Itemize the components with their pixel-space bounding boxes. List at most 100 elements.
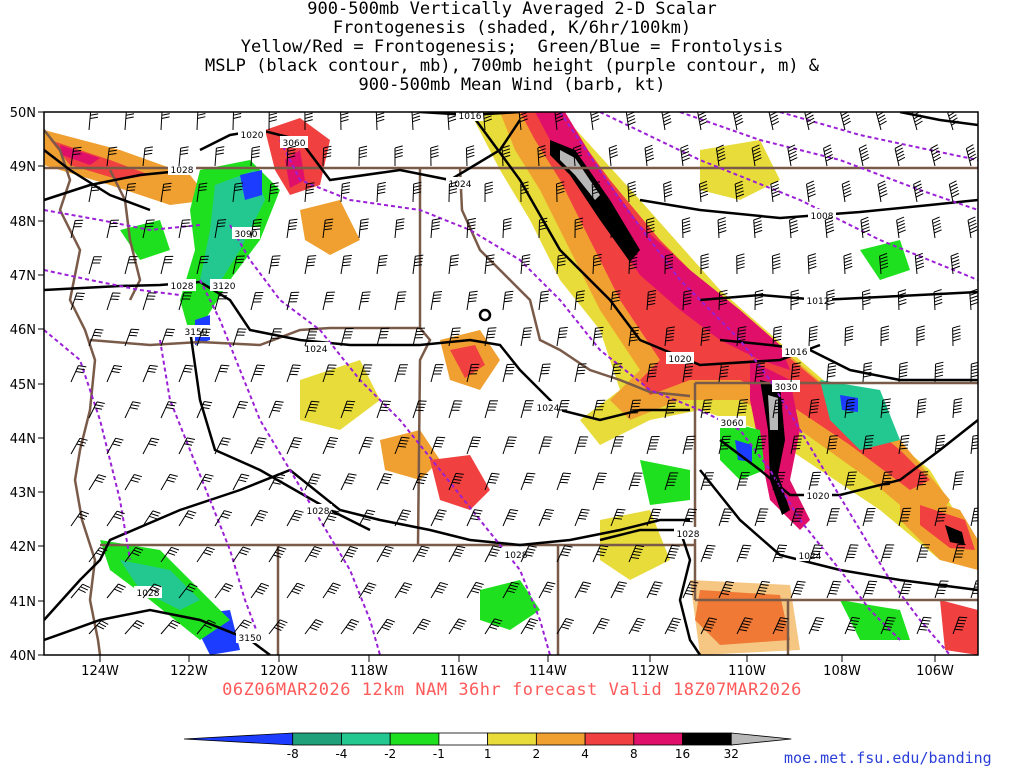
wind-barb	[610, 290, 621, 311]
title-block: 900-500mb Vertically Averaged 2-D Scalar…	[0, 0, 1024, 95]
wind-barb	[322, 436, 339, 455]
wind-barb	[196, 328, 211, 347]
wind-barb	[970, 507, 978, 527]
wind-barb	[664, 253, 674, 275]
wind-barb	[826, 508, 840, 527]
lon-tick: 124W	[81, 655, 119, 679]
wind-barb	[700, 399, 713, 419]
wind-barb	[88, 328, 104, 347]
lat-tick: 50N	[10, 106, 44, 121]
wind-barb	[70, 437, 88, 455]
wind-barb	[736, 399, 749, 419]
wind-barb	[70, 219, 84, 239]
wind-barb	[106, 219, 119, 239]
title-line-2: Frontogenesis (shaded, K/6hr/100km)	[332, 18, 692, 38]
svg-text:1020: 1020	[669, 355, 692, 365]
wind-barb	[196, 182, 208, 203]
height-3060	[279, 139, 901, 641]
wind-barb	[952, 325, 961, 347]
wind-barb	[753, 216, 763, 239]
wind-barb	[574, 581, 592, 599]
wind-barb	[160, 182, 172, 203]
wind-barb	[970, 361, 978, 383]
wind-barb	[880, 398, 891, 419]
wind-barb	[178, 219, 191, 239]
wind-barb	[142, 219, 155, 239]
wind-barb	[232, 255, 245, 275]
wind-barb	[772, 398, 784, 419]
colorbar-tick-label: -8	[287, 747, 299, 761]
wind-barb	[537, 145, 547, 167]
wind-barb	[916, 398, 927, 419]
colorbar-swatch	[633, 732, 683, 746]
height-ne-2	[679, 112, 978, 211]
wind-barb	[411, 112, 421, 131]
wind-barb	[214, 146, 225, 167]
svg-text:1024: 1024	[799, 552, 822, 562]
wind-barb	[554, 112, 564, 131]
colorbar-tick-label: -2	[384, 747, 396, 761]
wind-barb	[375, 112, 385, 131]
mslp-label: 1024	[302, 342, 330, 355]
wind-barb	[808, 398, 820, 419]
lat-tick: 44N	[10, 432, 44, 447]
lon-tick: 114W	[529, 655, 567, 679]
mslp-label: 1012	[804, 294, 832, 307]
wind-barb	[124, 328, 140, 347]
wind-barb	[736, 544, 752, 563]
wind-barb	[970, 434, 978, 455]
svg-text:1016: 1016	[459, 112, 482, 122]
wind-barb	[875, 112, 887, 131]
wind-barb	[88, 547, 108, 563]
wind-barb	[232, 473, 250, 491]
wind-barb	[538, 436, 553, 455]
wind-barb	[556, 472, 572, 491]
wind-barb	[412, 545, 430, 563]
shade-wa-orange-2	[300, 200, 360, 255]
mslp-label: 1028	[304, 504, 332, 517]
wind-barb	[196, 401, 213, 419]
wind-barb	[538, 581, 556, 599]
wind-barb	[196, 619, 216, 635]
wind-barb	[430, 436, 446, 455]
wind-barb	[268, 328, 283, 347]
wind-barb	[502, 363, 516, 383]
wind-barb	[700, 472, 714, 491]
svg-text:114W: 114W	[529, 664, 567, 679]
wind-barb	[860, 216, 870, 239]
wind-barb	[664, 544, 680, 563]
wind-barb	[880, 544, 895, 563]
lat-axis: 50N 49N 48N 47N 46N 45N 44N 43N 42N 41N …	[10, 106, 44, 664]
wind-barb	[574, 508, 590, 527]
svg-text:1028: 1028	[677, 530, 700, 540]
wind-barb	[862, 289, 871, 311]
wind-barb	[466, 436, 481, 455]
wind-barb	[538, 217, 548, 239]
wind-barb	[502, 290, 514, 311]
wind-barb	[376, 618, 395, 635]
wind-barb	[430, 291, 443, 311]
wind-barb	[448, 472, 464, 491]
lon-tick: 112W	[631, 655, 669, 679]
shade-or-red-1	[430, 455, 490, 510]
shade-nw-magenta	[60, 145, 100, 165]
border-id-mt	[458, 167, 691, 398]
wind-barb	[574, 290, 585, 311]
wind-barb	[682, 581, 699, 599]
svg-text:1028: 1028	[171, 282, 194, 292]
wind-barb	[736, 253, 745, 275]
colorbar-tick-label: 16	[675, 747, 690, 761]
height-label: 3060	[280, 136, 308, 149]
wind-barb	[898, 434, 910, 455]
wind-barb	[718, 581, 735, 599]
shade-co-green	[840, 600, 910, 640]
svg-text:110W: 110W	[728, 664, 766, 679]
wind-barb	[952, 398, 963, 419]
height-3120	[199, 279, 381, 655]
wind-barb	[250, 437, 267, 455]
wind-barb	[770, 180, 780, 203]
colorbar-swatch	[584, 732, 635, 746]
wind-barb	[880, 471, 893, 491]
svg-text:112W: 112W	[631, 664, 669, 679]
svg-text:1008: 1008	[811, 212, 834, 222]
